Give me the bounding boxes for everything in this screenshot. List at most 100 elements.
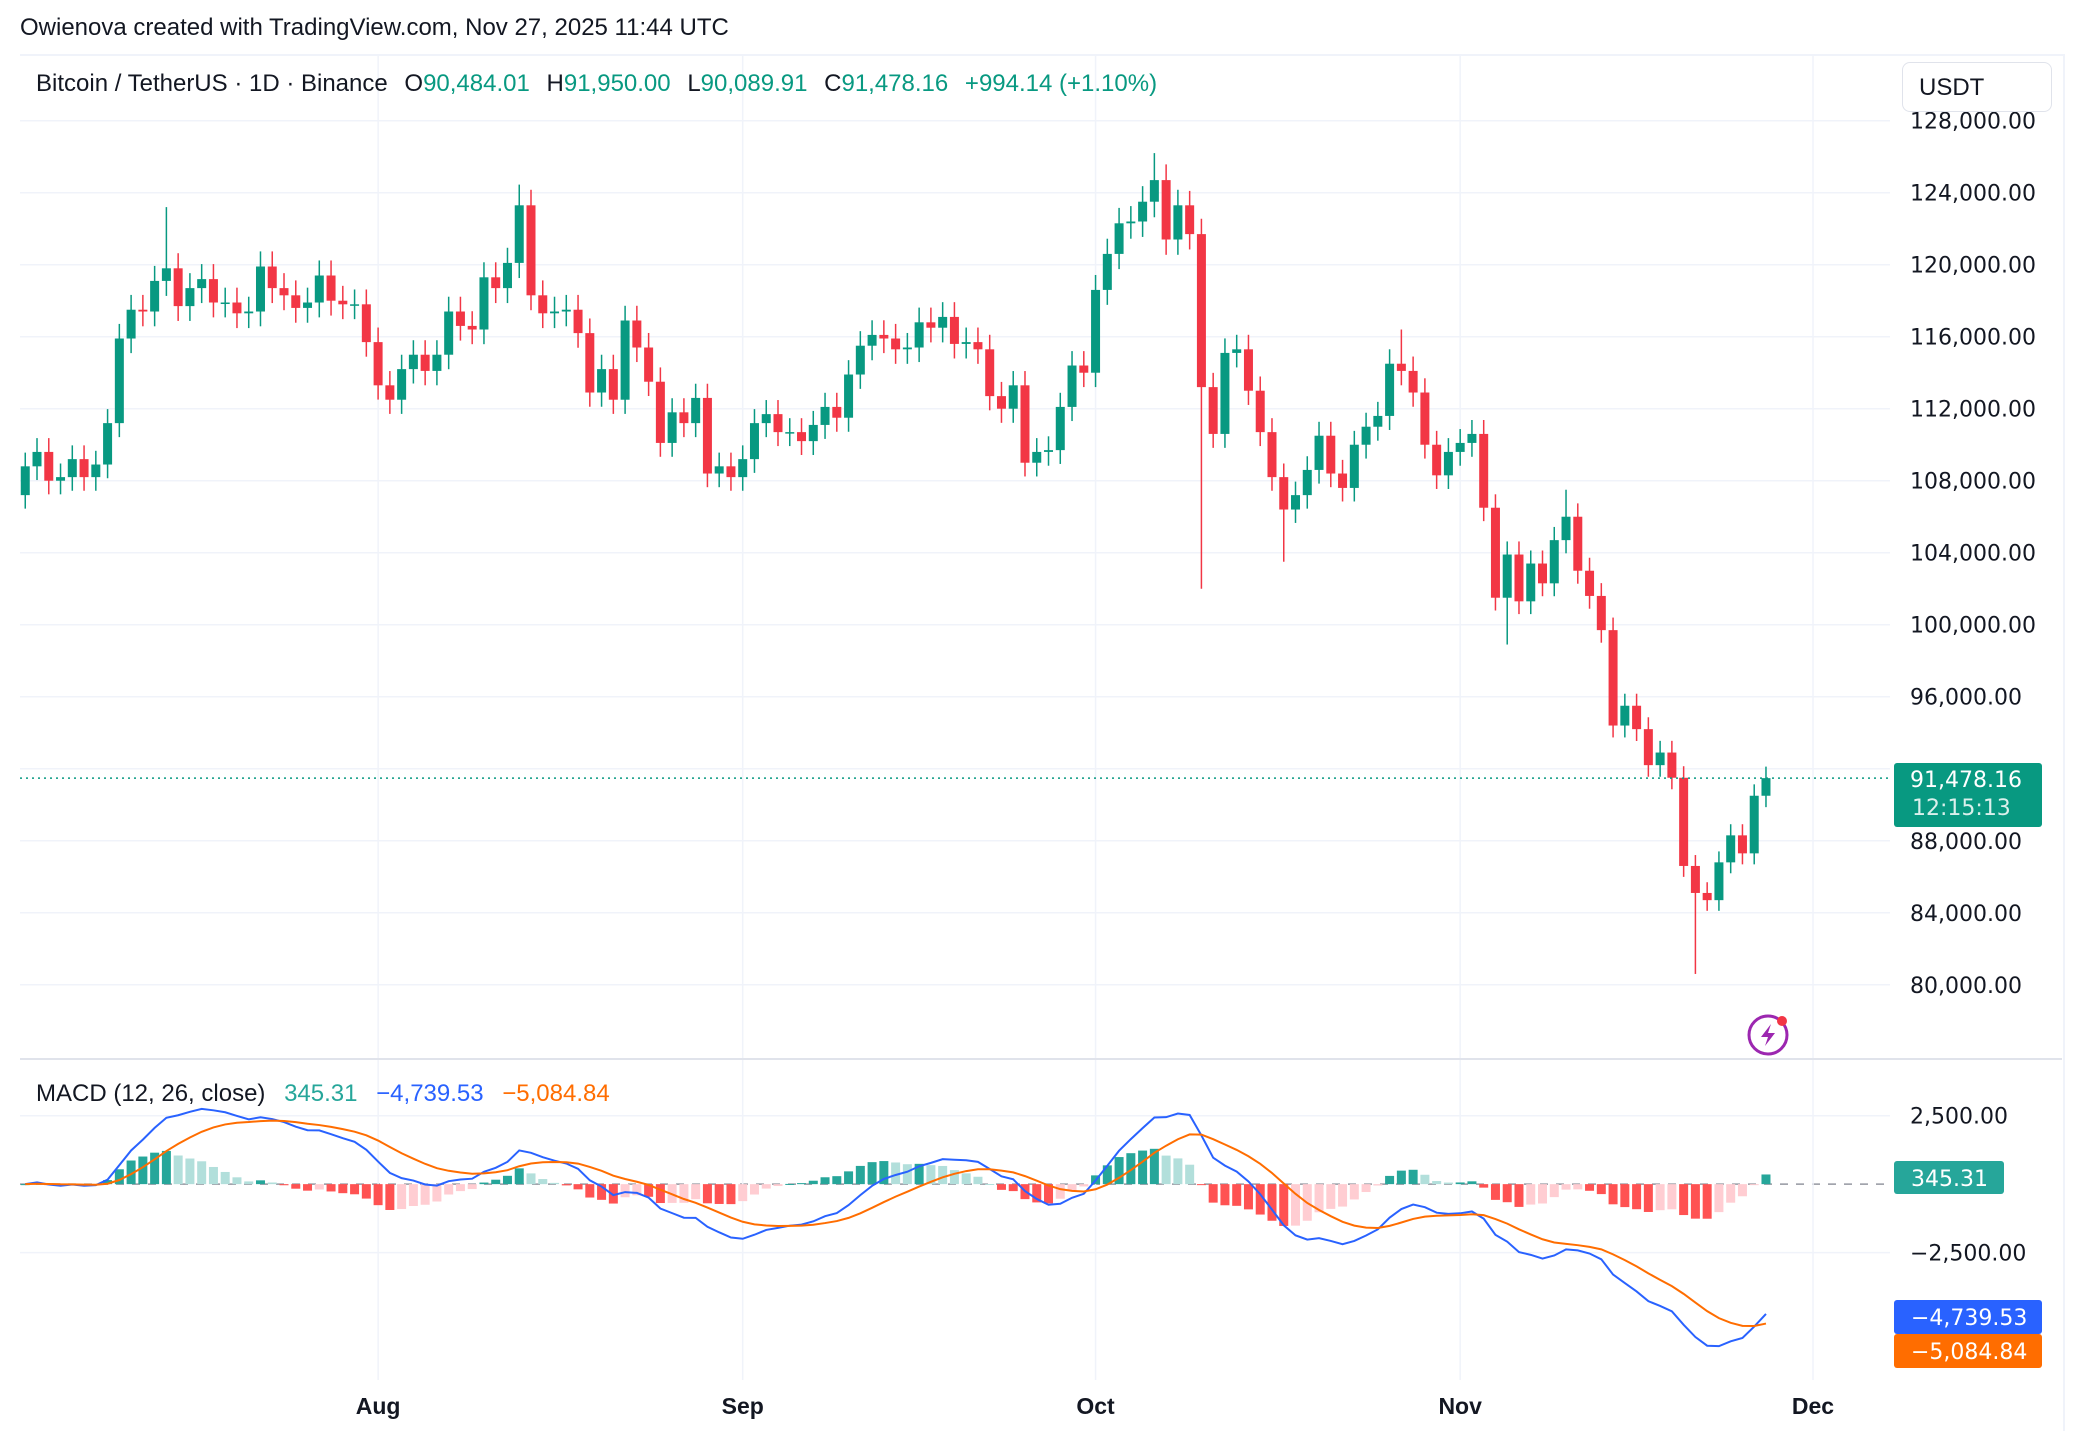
candle[interactable]	[1079, 351, 1089, 388]
candle[interactable]	[926, 307, 936, 343]
candle[interactable]	[1385, 349, 1395, 430]
candle[interactable]	[808, 410, 818, 456]
candle[interactable]	[373, 327, 383, 400]
candle[interactable]	[350, 289, 360, 320]
candle[interactable]	[973, 327, 983, 364]
candle[interactable]	[1020, 371, 1030, 477]
symbol-name[interactable]: Bitcoin / TetherUS · 1D · Binance	[36, 70, 388, 97]
candle[interactable]	[44, 438, 54, 495]
candle[interactable]	[479, 262, 489, 345]
candle[interactable]	[1338, 459, 1348, 502]
candle[interactable]	[67, 445, 77, 491]
candle[interactable]	[620, 305, 630, 414]
candle[interactable]	[432, 340, 442, 386]
candle[interactable]	[714, 452, 724, 488]
candle[interactable]	[855, 331, 865, 389]
candle[interactable]	[1114, 207, 1124, 270]
candle[interactable]	[1291, 481, 1301, 523]
candle[interactable]	[879, 320, 889, 354]
candle[interactable]	[1067, 351, 1077, 422]
candle[interactable]	[1243, 334, 1253, 405]
candle[interactable]	[667, 398, 677, 457]
candle[interactable]	[691, 383, 701, 438]
candle[interactable]	[514, 184, 524, 279]
candle[interactable]	[679, 398, 689, 438]
candle[interactable]	[1255, 376, 1265, 447]
candle[interactable]	[56, 463, 66, 495]
candle[interactable]	[1373, 401, 1383, 441]
candle[interactable]	[279, 273, 289, 311]
candle[interactable]	[773, 400, 783, 447]
candle[interactable]	[949, 302, 959, 359]
candle[interactable]	[220, 287, 230, 318]
candle[interactable]	[749, 409, 759, 473]
candle[interactable]	[961, 327, 971, 359]
candle[interactable]	[244, 296, 254, 329]
candle[interactable]	[1326, 421, 1336, 488]
candle[interactable]	[150, 265, 160, 327]
candle[interactable]	[1514, 541, 1524, 615]
candle[interactable]	[338, 285, 348, 320]
candle[interactable]	[1361, 412, 1371, 459]
candle[interactable]	[126, 294, 136, 354]
candle[interactable]	[1149, 153, 1159, 218]
candle[interactable]	[1408, 356, 1418, 407]
candle[interactable]	[1055, 392, 1065, 464]
candle[interactable]	[1608, 617, 1618, 738]
candle[interactable]	[761, 400, 771, 438]
candle[interactable]	[267, 251, 277, 304]
candle[interactable]	[1737, 824, 1747, 865]
candle[interactable]	[867, 320, 877, 361]
candle[interactable]	[938, 302, 948, 343]
candle[interactable]	[1302, 456, 1312, 509]
candle[interactable]	[573, 294, 583, 348]
candle[interactable]	[1008, 371, 1018, 423]
candle[interactable]	[1585, 557, 1595, 609]
candle[interactable]	[1526, 550, 1536, 615]
candle[interactable]	[138, 294, 148, 327]
candle[interactable]	[1173, 189, 1183, 255]
candle[interactable]	[397, 354, 407, 414]
candle[interactable]	[303, 287, 313, 323]
candle[interactable]	[1220, 338, 1230, 448]
candle[interactable]	[644, 332, 654, 397]
candle[interactable]	[185, 273, 195, 321]
candle[interactable]	[1455, 429, 1465, 466]
candle[interactable]	[1749, 784, 1759, 865]
candle[interactable]	[1091, 274, 1101, 388]
candle[interactable]	[1655, 740, 1665, 777]
candle[interactable]	[420, 340, 430, 386]
candle[interactable]	[502, 247, 512, 304]
candle[interactable]	[1432, 430, 1442, 489]
candle[interactable]	[996, 381, 1006, 423]
candle[interactable]	[902, 332, 912, 364]
candle[interactable]	[1044, 436, 1054, 466]
candle[interactable]	[491, 262, 501, 304]
candle[interactable]	[561, 294, 571, 327]
macd-title[interactable]: MACD (12, 26, close)	[36, 1080, 266, 1107]
candle[interactable]	[1185, 190, 1195, 250]
candle[interactable]	[79, 445, 89, 491]
candle[interactable]	[891, 323, 901, 364]
candle[interactable]	[1479, 419, 1489, 522]
candle[interactable]	[1196, 218, 1206, 589]
candle[interactable]	[1490, 494, 1500, 611]
candle[interactable]	[1596, 583, 1606, 643]
candle[interactable]	[314, 260, 324, 318]
candle[interactable]	[585, 318, 595, 407]
candle[interactable]	[103, 409, 113, 479]
candle[interactable]	[385, 371, 395, 414]
candle[interactable]	[1690, 855, 1700, 974]
candle[interactable]	[1161, 164, 1171, 255]
candle[interactable]	[1714, 851, 1724, 911]
candle[interactable]	[455, 296, 465, 341]
candle[interactable]	[550, 296, 560, 329]
candle[interactable]	[1032, 438, 1042, 477]
candle[interactable]	[1467, 419, 1477, 457]
candle[interactable]	[632, 305, 642, 363]
candle[interactable]	[208, 264, 218, 318]
candle[interactable]	[1502, 541, 1512, 645]
candle[interactable]	[408, 340, 418, 384]
candle[interactable]	[597, 354, 607, 407]
